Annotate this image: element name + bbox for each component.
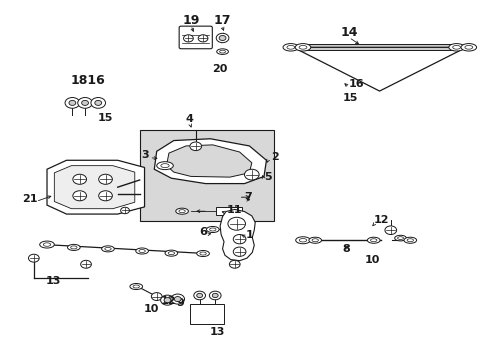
Text: 4: 4 — [185, 114, 193, 124]
Text: 8: 8 — [341, 244, 349, 254]
Text: 11: 11 — [226, 206, 242, 216]
Ellipse shape — [196, 251, 209, 257]
Text: 13: 13 — [45, 276, 61, 286]
Text: 6: 6 — [199, 227, 206, 237]
Circle shape — [151, 293, 162, 301]
Text: 17: 17 — [213, 14, 231, 27]
Text: 15: 15 — [97, 113, 113, 123]
Circle shape — [209, 291, 221, 300]
Text: 20: 20 — [212, 64, 227, 74]
Text: 12: 12 — [372, 215, 388, 225]
Circle shape — [73, 191, 86, 201]
Circle shape — [183, 35, 193, 42]
Ellipse shape — [130, 283, 142, 289]
Circle shape — [81, 260, 91, 268]
Circle shape — [229, 260, 240, 268]
Text: 15: 15 — [343, 93, 358, 103]
Bar — [189, 305, 224, 324]
Ellipse shape — [157, 162, 173, 170]
Circle shape — [65, 98, 80, 108]
Polygon shape — [140, 130, 273, 221]
Circle shape — [198, 35, 207, 42]
Circle shape — [216, 33, 228, 42]
Ellipse shape — [175, 208, 188, 214]
Text: 10: 10 — [144, 304, 159, 314]
Text: 1: 1 — [245, 230, 253, 239]
Text: 16: 16 — [348, 79, 364, 89]
Circle shape — [233, 247, 245, 256]
Ellipse shape — [403, 237, 416, 243]
Bar — [303, 44, 453, 50]
Circle shape — [170, 294, 184, 304]
Circle shape — [244, 169, 259, 180]
Circle shape — [69, 100, 76, 105]
Circle shape — [78, 98, 92, 108]
Ellipse shape — [164, 250, 177, 256]
Circle shape — [81, 100, 88, 105]
Text: 3: 3 — [141, 150, 148, 160]
Circle shape — [28, 254, 39, 262]
Text: 9: 9 — [176, 298, 183, 308]
Circle shape — [99, 191, 112, 201]
Circle shape — [193, 291, 205, 300]
Ellipse shape — [448, 44, 464, 51]
Ellipse shape — [216, 49, 228, 54]
Circle shape — [91, 98, 105, 108]
Circle shape — [384, 226, 396, 234]
Circle shape — [174, 297, 181, 302]
Ellipse shape — [295, 44, 310, 51]
Polygon shape — [47, 160, 144, 214]
Ellipse shape — [136, 248, 148, 254]
Ellipse shape — [366, 237, 379, 243]
Circle shape — [196, 293, 202, 298]
Ellipse shape — [308, 237, 321, 243]
Text: 13: 13 — [209, 327, 225, 337]
Bar — [216, 207, 241, 215]
Circle shape — [233, 234, 245, 244]
Text: 5: 5 — [264, 172, 271, 183]
Circle shape — [160, 295, 174, 305]
Circle shape — [121, 207, 129, 214]
Circle shape — [163, 298, 170, 303]
Ellipse shape — [394, 235, 406, 241]
Ellipse shape — [295, 237, 310, 244]
Ellipse shape — [102, 246, 114, 252]
Circle shape — [189, 142, 201, 150]
Circle shape — [99, 174, 112, 184]
Ellipse shape — [206, 226, 219, 233]
Circle shape — [95, 100, 102, 105]
Text: 10: 10 — [364, 255, 379, 265]
Circle shape — [227, 217, 245, 230]
Polygon shape — [166, 145, 251, 177]
Polygon shape — [154, 139, 266, 184]
Text: 14: 14 — [340, 27, 357, 40]
Ellipse shape — [40, 241, 54, 248]
Ellipse shape — [283, 44, 298, 51]
Ellipse shape — [460, 44, 476, 51]
Text: 2: 2 — [270, 152, 278, 162]
Circle shape — [73, 174, 86, 184]
FancyBboxPatch shape — [179, 26, 212, 49]
Polygon shape — [54, 166, 135, 209]
Circle shape — [219, 36, 225, 41]
Circle shape — [212, 293, 218, 298]
Polygon shape — [220, 210, 255, 261]
Text: 1816: 1816 — [70, 74, 104, 87]
Text: 21: 21 — [22, 194, 38, 204]
Text: 7: 7 — [244, 192, 252, 202]
Ellipse shape — [67, 244, 80, 251]
Text: 19: 19 — [182, 14, 199, 27]
Text: 12: 12 — [161, 296, 176, 306]
